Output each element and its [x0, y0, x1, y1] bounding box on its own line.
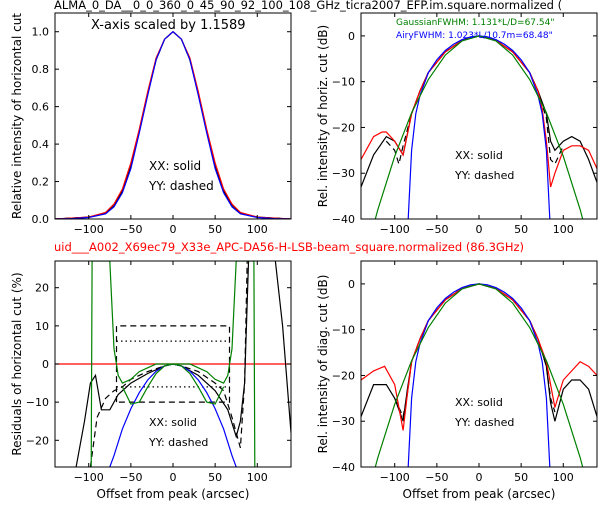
axes-frame: [360, 260, 598, 468]
y-tick-label: −30: [332, 167, 355, 180]
y-axis-label: Rel. intensity of horiz. cut (dB): [316, 25, 330, 207]
series-blue-solid-3: [407, 283, 551, 467]
x-tick-label: 0: [170, 223, 177, 236]
legend-text: XX: solid: [149, 159, 201, 173]
x-tick-label: −100: [380, 471, 410, 484]
y-tick-label: −20: [26, 434, 49, 447]
x-tick-label: −50: [119, 223, 142, 236]
plot-area: [55, 261, 291, 467]
y-tick-label: 0.2: [32, 176, 50, 189]
legend-text: YY: dashed: [148, 436, 208, 449]
legend-text: XX: solid: [149, 416, 197, 429]
plot-area: [361, 283, 597, 467]
x-tick-label: 50: [514, 471, 528, 484]
x-axis-label: Offset from peak (arcsec): [403, 487, 556, 501]
legend-text: YY: dashed: [454, 169, 514, 182]
y-tick-label: −10: [332, 76, 355, 89]
y-tick-label: 20: [35, 282, 49, 295]
y-tick-label: 0.8: [32, 63, 50, 76]
y-tick-label: 10: [35, 320, 49, 333]
legend-text: YY: dashed: [454, 416, 514, 429]
x-tick-label: −100: [380, 223, 410, 236]
series-green-solid-8: [121, 363, 225, 405]
x-tick-label: 50: [208, 471, 222, 484]
y-tick-label: −20: [332, 121, 355, 134]
series-black-solid-1: [75, 261, 291, 467]
x-tick-label: 100: [247, 223, 268, 236]
x-tick-label: 100: [553, 223, 574, 236]
x-tick-label: −100: [74, 471, 104, 484]
x-tick-label: −50: [425, 471, 448, 484]
x-tick-label: 50: [514, 223, 528, 236]
axes-frame: [360, 12, 598, 220]
x-tick-label: −100: [74, 223, 104, 236]
y-tick-label: 0: [348, 278, 355, 291]
x-tick-label: 100: [247, 471, 268, 484]
series-blue-solid-3: [55, 30, 291, 219]
x-axis-label: Offset from peak (arcsec): [97, 487, 250, 501]
figure-title-top: ALMA_0_DA__0_0_360_0_45_90_92_100_108_GH…: [54, 0, 562, 12]
series-black-solid-0: [361, 35, 597, 188]
series-green-solid-4: [374, 283, 584, 467]
y-tick-label: −30: [332, 415, 355, 428]
y-axis-label: Relative intensity of horizontal cut: [10, 13, 24, 219]
x-tick-label: 0: [476, 223, 483, 236]
fwhm-note: AiryFWHM: 1.023*L/10.7m=68.48": [396, 31, 553, 41]
series-black-dashed-3: [115, 325, 231, 403]
y-tick-label: 0.4: [32, 138, 50, 151]
x-tick-label: −50: [425, 223, 448, 236]
figure-title-middle: uid___A002_X69ec79_X33e_APC-DA56-H-LSB-b…: [54, 240, 524, 254]
series-red-solid-2: [361, 35, 597, 188]
legend-text: XX: solid: [455, 396, 503, 409]
y-axis-label: Rel. intensity of diag. cut (dB): [316, 275, 330, 454]
series-green-solid-4: [374, 35, 584, 219]
y-tick-label: −20: [332, 369, 355, 382]
y-axis-label: Residuals of horizontal cut (%): [10, 272, 24, 455]
y-tick-label: −40: [332, 213, 355, 226]
y-tick-label: −10: [26, 396, 49, 409]
y-tick-label: −40: [332, 461, 355, 474]
y-tick-label: 0.0: [32, 213, 50, 226]
x-tick-label: −50: [119, 471, 142, 484]
series-blue-solid-3: [407, 35, 551, 219]
y-tick-label: 0: [42, 358, 49, 371]
plot-area: [55, 30, 291, 219]
panel-p1: −100 −50 0 50 100 0.0 0.2 0.4 0.6 0.8 1.0 Relative …: [10, 12, 292, 236]
legend-text: YY: dashed: [148, 179, 214, 193]
fwhm-note: GaussianFWHM: 1.131*L/D=67.54": [396, 18, 554, 28]
scale-annotation: X-axis scaled by 1.1589: [91, 18, 246, 33]
x-tick-label: 0: [170, 471, 177, 484]
y-tick-label: 1.0: [32, 26, 50, 39]
y-tick-label: 0.6: [32, 101, 50, 114]
plot-area: [361, 35, 597, 219]
y-tick-label: 0: [348, 30, 355, 43]
y-tick-label: −10: [332, 324, 355, 337]
x-tick-label: 100: [553, 471, 574, 484]
x-tick-label: 50: [208, 223, 222, 236]
series-black-dashed-1: [385, 35, 564, 167]
legend-text: XX: solid: [455, 149, 503, 162]
x-tick-label: 0: [476, 471, 483, 484]
